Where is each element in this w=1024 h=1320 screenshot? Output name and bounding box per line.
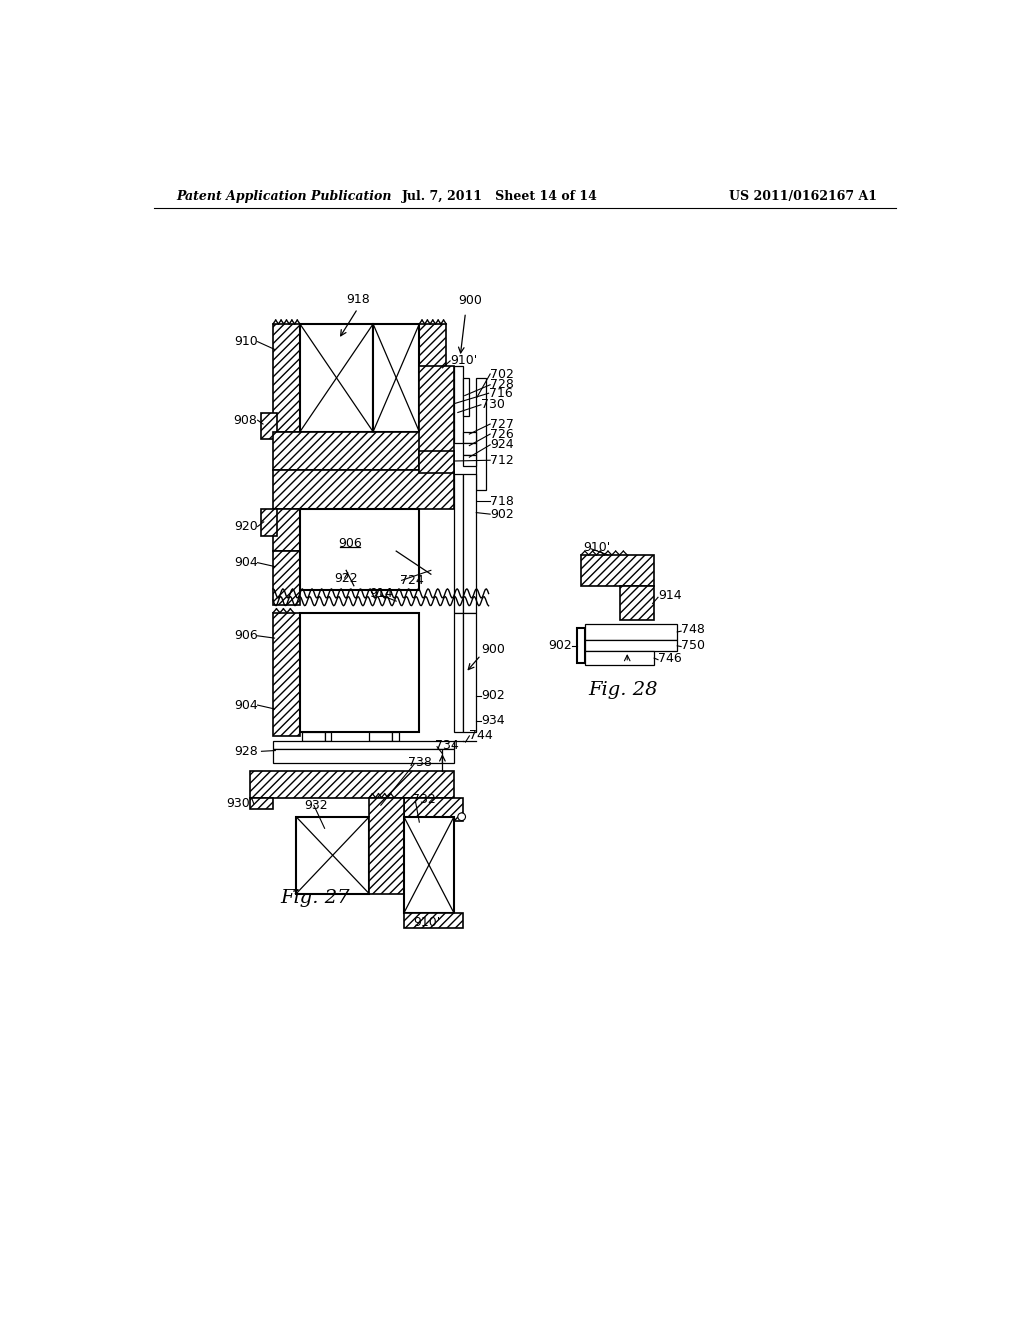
Bar — [403, 817, 454, 913]
Bar — [463, 612, 475, 733]
Text: 928: 928 — [233, 744, 258, 758]
Bar — [585, 640, 677, 651]
Text: Jul. 7, 2011   Sheet 14 of 14: Jul. 7, 2011 Sheet 14 of 14 — [402, 190, 598, 203]
Bar — [300, 508, 419, 590]
Bar — [373, 323, 419, 432]
Text: 716: 716 — [488, 387, 512, 400]
Bar — [475, 378, 486, 490]
Bar — [273, 323, 300, 432]
Text: US 2011/0162167 A1: US 2011/0162167 A1 — [729, 190, 878, 203]
Bar — [454, 474, 463, 612]
Text: 734: 734 — [435, 739, 459, 751]
Text: 727: 727 — [490, 417, 514, 430]
Text: 712: 712 — [490, 454, 514, 467]
Bar — [301, 733, 325, 742]
Bar — [300, 323, 373, 432]
Bar — [463, 474, 475, 612]
Text: 748: 748 — [681, 623, 705, 636]
Bar — [261, 412, 276, 440]
Text: 730: 730 — [481, 399, 505, 412]
Bar — [392, 733, 398, 742]
Text: 904: 904 — [233, 698, 258, 711]
Bar — [273, 508, 300, 552]
Text: 934: 934 — [481, 714, 505, 727]
Bar — [419, 367, 454, 474]
Bar — [463, 444, 475, 455]
Text: 902: 902 — [490, 508, 514, 520]
Bar — [463, 455, 475, 466]
Text: 910': 910' — [451, 354, 477, 367]
Bar — [370, 733, 392, 742]
Bar — [261, 508, 276, 536]
Bar — [419, 451, 454, 473]
Bar — [581, 554, 654, 586]
Bar — [250, 771, 454, 797]
Bar — [300, 612, 419, 733]
Text: 718: 718 — [490, 495, 514, 508]
Text: 724: 724 — [400, 574, 424, 587]
Text: 732: 732 — [412, 793, 435, 807]
Text: 744: 744 — [469, 730, 494, 742]
Bar — [463, 432, 475, 444]
Text: 902: 902 — [548, 639, 571, 652]
Text: 922: 922 — [335, 572, 358, 585]
Bar — [273, 470, 454, 508]
Bar — [585, 624, 677, 640]
Text: 728: 728 — [490, 379, 514, 391]
Bar — [454, 612, 463, 733]
Text: 910': 910' — [414, 916, 440, 929]
Bar — [454, 367, 463, 444]
Text: Patent Application Publication: Patent Application Publication — [177, 190, 392, 203]
Bar — [620, 586, 654, 620]
Text: 918: 918 — [346, 293, 370, 306]
Bar — [585, 651, 654, 665]
Circle shape — [458, 813, 466, 821]
Text: Fig. 27: Fig. 27 — [281, 888, 350, 907]
Bar — [273, 552, 300, 605]
Text: 914: 914 — [370, 587, 393, 601]
Text: 738: 738 — [408, 756, 432, 770]
Text: 900: 900 — [458, 294, 481, 308]
Text: 910: 910 — [233, 335, 258, 348]
Text: 750: 750 — [681, 639, 706, 652]
Bar — [403, 913, 463, 928]
Text: 924: 924 — [490, 438, 514, 451]
Text: 902: 902 — [481, 689, 505, 702]
Bar — [296, 817, 370, 894]
Bar — [273, 612, 300, 737]
Text: 910': 910' — [584, 541, 610, 554]
Text: 906: 906 — [233, 630, 258, 643]
Text: 906: 906 — [338, 537, 361, 550]
Text: 746: 746 — [658, 652, 682, 665]
Text: 702: 702 — [490, 367, 514, 380]
Bar — [419, 323, 446, 432]
Bar — [578, 628, 585, 663]
Text: 904: 904 — [233, 556, 258, 569]
Text: 908: 908 — [233, 413, 258, 426]
Bar — [273, 748, 454, 763]
Bar — [370, 797, 403, 894]
Text: 726: 726 — [490, 428, 514, 441]
Text: 914: 914 — [658, 589, 682, 602]
Bar — [403, 797, 463, 821]
Bar — [250, 797, 273, 809]
Text: 920: 920 — [233, 520, 258, 533]
Bar — [325, 733, 331, 742]
Text: 932: 932 — [304, 799, 328, 812]
Text: 930: 930 — [226, 797, 250, 810]
Text: Fig. 28: Fig. 28 — [589, 681, 658, 698]
Bar — [463, 378, 469, 416]
Bar — [273, 742, 454, 748]
Bar — [273, 432, 446, 470]
Text: 900: 900 — [481, 643, 505, 656]
